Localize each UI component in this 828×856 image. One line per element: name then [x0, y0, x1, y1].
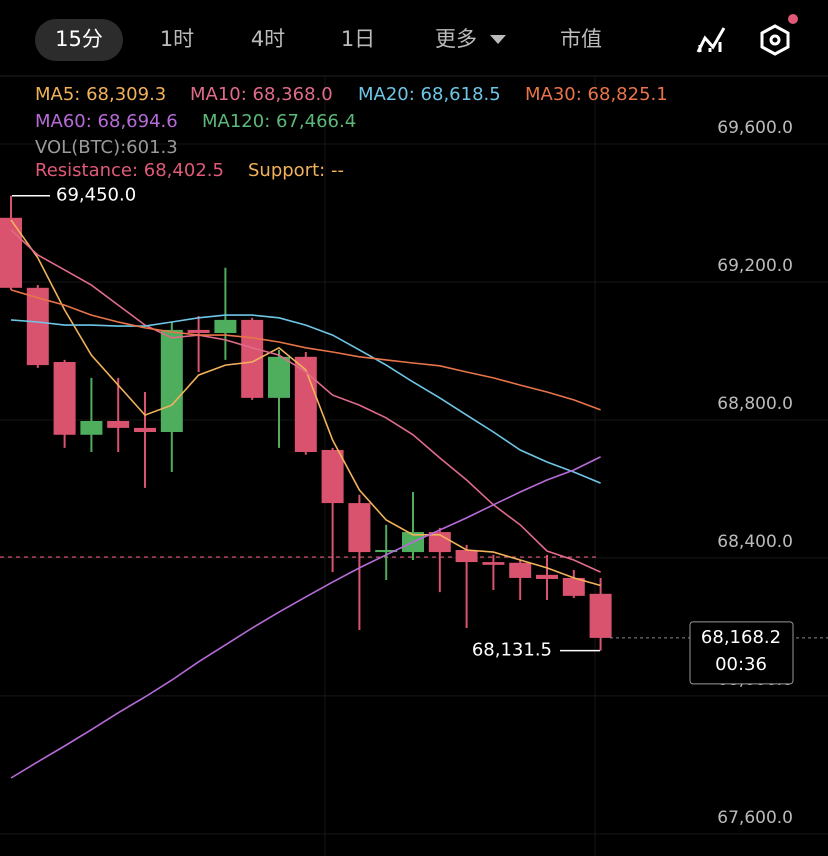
legend-entry: MA10: 68,368.0	[190, 84, 333, 105]
candle-body	[455, 550, 478, 563]
current-price-label: 68,168.2	[701, 627, 781, 648]
y-tick-label: 67,600.0	[717, 808, 793, 828]
candle-body	[0, 217, 22, 288]
indicator-icon[interactable]	[696, 27, 726, 53]
tab[interactable]: 市值	[560, 27, 602, 51]
ma-line	[10, 229, 601, 573]
tab[interactable]: 1时	[160, 27, 194, 51]
legend-entry: MA5: 68,309.3	[35, 84, 166, 105]
legend-entry: Resistance: 68,402.5	[35, 160, 224, 181]
tab[interactable]: 更多	[435, 27, 477, 51]
candle-body	[26, 287, 49, 366]
tab-selected-bg[interactable]	[35, 19, 123, 61]
candle-body	[509, 562, 532, 578]
notification-dot	[788, 14, 798, 24]
candle-body	[241, 319, 264, 398]
icon-dot	[769, 34, 781, 46]
candle-body	[375, 550, 398, 553]
candle-body	[589, 593, 612, 638]
candle-body	[53, 361, 76, 435]
legend-entry: MA30: 68,825.1	[525, 84, 668, 105]
y-tick-label: 68,400.0	[717, 532, 793, 552]
legend-entry: MA120: 67,466.4	[202, 111, 356, 132]
icon-hex	[760, 24, 790, 56]
high-marker-label: 69,450.0	[56, 185, 136, 206]
legend-entry: Support: --	[248, 160, 344, 181]
candle-body	[294, 356, 317, 453]
countdown: 00:36	[715, 654, 767, 675]
legend-entry: VOL(BTC):601.3	[35, 137, 178, 158]
candle-body	[482, 562, 505, 565]
ma-line	[10, 456, 601, 779]
tab[interactable]: 1日	[341, 27, 375, 51]
candle-body	[80, 420, 103, 435]
candle-body	[134, 427, 156, 433]
y-tick-label: 69,200.0	[717, 256, 793, 276]
candle-body	[562, 577, 585, 596]
price-box	[689, 621, 794, 685]
low-marker-label: 68,131.5	[472, 640, 552, 661]
legend: MA5: 68,309.3 MA10: 68,368.0 MA20: 68,618.…	[35, 84, 668, 181]
tab[interactable]: 4时	[251, 27, 285, 51]
candle-body	[187, 329, 210, 334]
legend-entry: MA20: 68,618.5	[358, 84, 501, 105]
tab[interactable]: 15分	[55, 27, 103, 51]
candle-body	[107, 420, 130, 428]
candle-body	[160, 329, 183, 433]
y-tick-label: 68,800.0	[717, 394, 793, 414]
ma-line	[10, 219, 601, 587]
candle-body	[268, 356, 290, 398]
dropdown-arrow[interactable]	[490, 35, 506, 44]
icon-bars	[698, 42, 722, 52]
candle-body	[536, 574, 558, 579]
candle-body	[348, 503, 371, 553]
settings-icon[interactable]	[760, 14, 798, 56]
plot: 69,600.069,200.068,800.068,400.068,000.0…	[0, 118, 828, 835]
legend-entry: MA60: 68,694.6	[35, 111, 178, 132]
ma-line	[10, 289, 601, 411]
ma-line	[10, 314, 601, 484]
candle-body	[321, 449, 344, 504]
candle-body	[214, 319, 237, 334]
y-tick-label: 69,600.0	[717, 118, 793, 138]
